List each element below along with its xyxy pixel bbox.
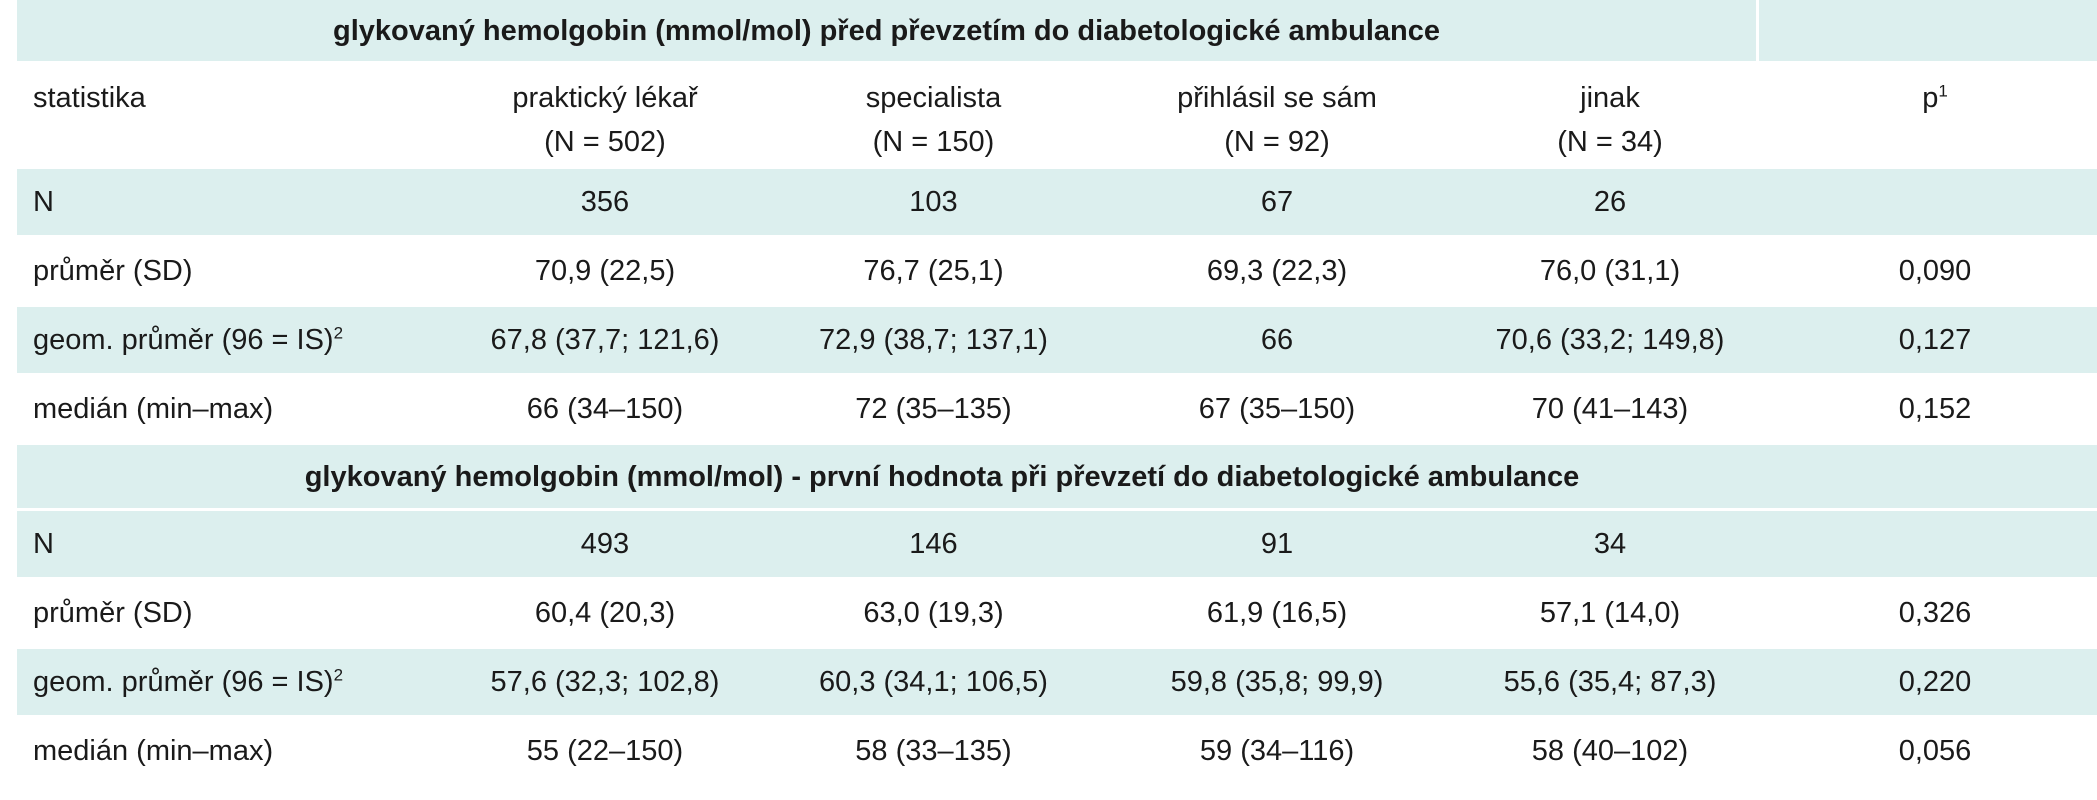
header-row: statistika praktický lékař (N = 502) spe…	[17, 64, 2097, 169]
value-p: 0,090	[1898, 255, 1972, 287]
value-prihlasil-se-sam: 67 (35–150)	[1198, 393, 1356, 425]
value-prihlasil-se-sam: 67	[1260, 186, 1294, 218]
row-label: geom. průměr (96 = IS)2	[17, 662, 450, 702]
value-prakticky-lekar: 493	[580, 528, 630, 560]
header-col-jinak: jinak (N = 34)	[1447, 64, 1773, 164]
value-jinak: 76,0 (31,1)	[1539, 255, 1681, 287]
header-col-prihlasil-se-sam: přihlásil se sám (N = 92)	[1107, 64, 1447, 164]
row-label-text: geom. průměr (96 = IS)	[33, 666, 334, 698]
value-p: 0,127	[1898, 324, 1972, 356]
value-prihlasil-se-sam: 91	[1260, 528, 1294, 560]
value-jinak: 34	[1593, 528, 1627, 560]
table-row: průměr (SD) 70,9 (22,5) 76,7 (25,1) 69,3…	[17, 238, 2097, 307]
header-col-n: (N = 502)	[544, 126, 666, 158]
value-prakticky-lekar: 70,9 (22,5)	[534, 255, 676, 287]
table-row: průměr (SD) 60,4 (20,3) 63,0 (19,3) 61,9…	[17, 580, 2097, 649]
header-col-p: p1	[1773, 64, 2097, 120]
value-specialista: 103	[909, 186, 958, 218]
value-jinak: 70,6 (33,2; 149,8)	[1495, 324, 1725, 356]
header-col-n: (N = 92)	[1224, 126, 1330, 158]
value-prihlasil-se-sam: 59 (34–116)	[1199, 735, 1355, 767]
section-title: glykovaný hemolgobin (mmol/mol) - první …	[304, 460, 1580, 493]
value-prakticky-lekar: 55 (22–150)	[526, 735, 684, 767]
value-jinak: 70 (41–143)	[1531, 393, 1689, 425]
value-prihlasil-se-sam: 59,8 (35,8; 99,9)	[1170, 666, 1384, 698]
header-col-name: specialista	[865, 82, 1002, 114]
value-prihlasil-se-sam: 61,9 (16,5)	[1206, 597, 1348, 629]
header-col-name: jinak	[1580, 82, 1640, 114]
header-col-n: (N = 34)	[1557, 126, 1663, 158]
value-specialista: 63,0 (19,3)	[863, 597, 1004, 629]
value-jinak: 55,6 (35,4; 87,3)	[1503, 666, 1717, 698]
row-label: medián (min–max)	[17, 389, 450, 429]
section-title-row: glykovaný hemolgobin (mmol/mol) - první …	[17, 445, 2097, 511]
table-row: medián (min–max) 66 (34–150) 72 (35–135)…	[17, 376, 2097, 445]
value-p: 0,056	[1898, 735, 1972, 767]
value-prakticky-lekar: 57,6 (32,3; 102,8)	[490, 666, 720, 698]
table-row: medián (min–max) 55 (22–150) 58 (33–135)…	[17, 718, 2097, 787]
row-label-text: medián (min–max)	[33, 393, 274, 425]
value-p: 0,326	[1898, 597, 1972, 629]
row-label: medián (min–max)	[17, 731, 450, 771]
value-jinak: 58 (40–102)	[1531, 735, 1689, 767]
value-specialista: 146	[909, 528, 958, 560]
column-divider	[1756, 0, 1759, 61]
row-label: N	[17, 182, 450, 222]
hba1c-table: glykovaný hemolgobin (mmol/mol) před pře…	[17, 0, 2097, 787]
table-row: geom. průměr (96 = IS)2 67,8 (37,7; 121,…	[17, 307, 2097, 376]
header-statistika: statistika	[33, 82, 146, 114]
section-title-row: glykovaný hemolgobin (mmol/mol) před pře…	[17, 0, 2097, 64]
value-prihlasil-se-sam: 69,3 (22,3)	[1206, 255, 1348, 287]
header-col-n: (N = 150)	[872, 126, 995, 158]
value-specialista: 72,9 (38,7; 137,1)	[819, 324, 1048, 356]
row-label-text: N	[33, 186, 54, 218]
section2-body: N 493 146 91 34 průměr (SD) 60,4 (20,3) …	[17, 511, 2097, 787]
row-label: N	[17, 524, 450, 564]
row-label: průměr (SD)	[17, 251, 450, 291]
value-prakticky-lekar: 67,8 (37,7; 121,6)	[490, 324, 720, 356]
header-col-name: přihlásil se sám	[1177, 82, 1377, 114]
footnote-marker: 1	[1938, 81, 1948, 101]
value-prakticky-lekar: 356	[580, 186, 630, 218]
section1-body: N 356 103 67 26 průměr (SD) 70,9 (22,5) …	[17, 169, 2097, 445]
header-col-prakticky-lekar: praktický lékař (N = 502)	[450, 64, 760, 164]
header-col-name: praktický lékař	[512, 82, 698, 114]
value-specialista: 58 (33–135)	[855, 735, 1012, 767]
table-row: N 493 146 91 34	[17, 511, 2097, 580]
row-label-text: N	[33, 528, 54, 560]
footnote-marker: 2	[333, 665, 344, 685]
value-prakticky-lekar: 66 (34–150)	[526, 393, 684, 425]
value-specialista: 76,7 (25,1)	[863, 255, 1004, 287]
row-label-text: medián (min–max)	[33, 735, 274, 767]
footnote-marker: 2	[333, 323, 344, 343]
value-specialista: 72 (35–135)	[855, 393, 1012, 425]
value-prihlasil-se-sam: 66	[1260, 324, 1294, 356]
value-jinak: 26	[1593, 186, 1627, 218]
table-row: geom. průměr (96 = IS)2 57,6 (32,3; 102,…	[17, 649, 2097, 718]
header-col-specialista: specialista (N = 150)	[760, 64, 1107, 164]
section-title: glykovaný hemolgobin (mmol/mol) před pře…	[332, 14, 1441, 47]
value-p: 0,220	[1898, 666, 1972, 698]
value-p: 0,152	[1898, 393, 1972, 425]
row-label: průměr (SD)	[17, 593, 450, 633]
row-label-text: průměr (SD)	[33, 255, 193, 287]
table-row: N 356 103 67 26	[17, 169, 2097, 238]
row-label-text: průměr (SD)	[33, 597, 193, 629]
value-specialista: 60,3 (34,1; 106,5)	[819, 666, 1048, 698]
row-label-text: geom. průměr (96 = IS)	[33, 324, 334, 356]
row-label: geom. průměr (96 = IS)2	[17, 320, 450, 360]
p-label: p	[1922, 82, 1939, 114]
value-jinak: 57,1 (14,0)	[1539, 597, 1681, 629]
value-prakticky-lekar: 60,4 (20,3)	[534, 597, 676, 629]
